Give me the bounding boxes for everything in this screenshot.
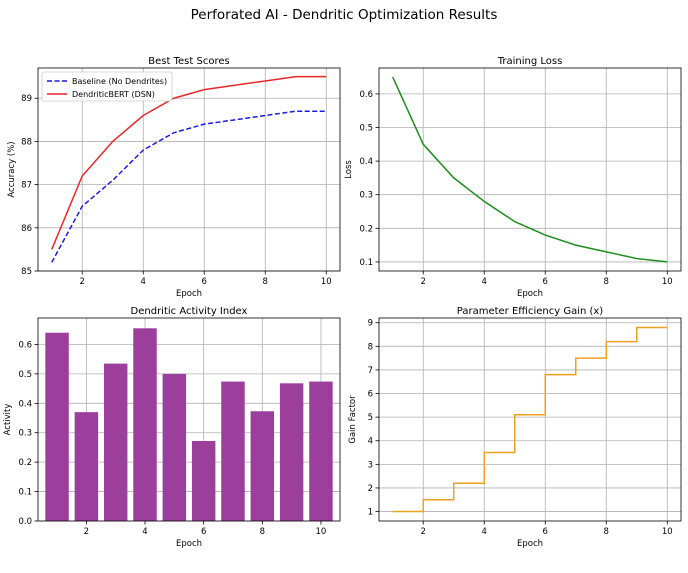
- loss-axes-frame: [378, 67, 682, 272]
- loss-ytick-label: 0.4: [359, 157, 373, 167]
- activity-bar: [103, 363, 128, 521]
- scores-series-line: [51, 75, 327, 250]
- loss-panel: 2 4 6 8 10 0.1 0.2 0.3 0.4 0.5 0.6 Training Loss Epo…: [344, 56, 682, 299]
- activity-bar: [250, 411, 275, 521]
- activity-bar: [133, 328, 157, 521]
- activity-ytick-label: 0.1: [18, 488, 32, 498]
- gain-xtick-label: 6: [543, 527, 548, 537]
- scores-legend-label: DendritiсBERT (DSN): [72, 90, 155, 99]
- gain-title: Parameter Efficiency Gain (x): [457, 306, 604, 317]
- activity-ytick-label: 0.0: [18, 517, 32, 527]
- activity-xtick-label: 6: [201, 527, 206, 537]
- activity-ytick-label: 0.5: [18, 370, 32, 380]
- loss-series-line: [392, 76, 668, 263]
- activity-xtick-label: 4: [142, 527, 147, 537]
- scores-legend-label: Baseline (No Dendrites): [72, 77, 167, 86]
- activity-bar: [309, 381, 333, 521]
- loss-xtick-label: 10: [662, 277, 673, 287]
- activity-ytick-label: 0.4: [18, 399, 32, 409]
- gain-xtick-label: 10: [662, 527, 673, 537]
- loss-xtick-label: 8: [604, 277, 609, 287]
- activity-bar: [162, 373, 187, 521]
- loss-ylabel: Loss: [344, 160, 354, 179]
- gain-ytick-label: 1: [368, 508, 373, 518]
- loss-ytick-label: 0.3: [359, 191, 373, 201]
- scores-title: Best Test Scores: [148, 56, 229, 67]
- scores-xlabel: Epoch: [176, 289, 202, 299]
- gain-series-line: [392, 326, 668, 513]
- loss-xlabel: Epoch: [517, 289, 543, 299]
- gain-ytick-label: 7: [368, 366, 373, 376]
- gain-xtick-label: 4: [482, 527, 487, 537]
- scores-xtick-label: 2: [80, 277, 85, 287]
- activity-bar: [74, 412, 99, 521]
- activity-bar: [279, 383, 304, 521]
- gain-ytick-label: 4: [368, 437, 373, 447]
- loss-ytick-label: 0.1: [359, 258, 373, 268]
- scores-ytick-label: 89: [21, 94, 32, 104]
- activity-xtick-label: 10: [316, 527, 327, 537]
- activity-ytick-label: 0.6: [18, 340, 32, 350]
- scores-xtick-label: 8: [263, 277, 268, 287]
- gain-xtick-label: 8: [604, 527, 609, 537]
- scores-ylabel: Accuracy (%): [7, 141, 17, 197]
- loss-xtick-label: 2: [421, 277, 426, 287]
- activity-ytick-label: 0.2: [18, 458, 32, 468]
- activity-bar: [191, 440, 216, 521]
- scores-xtick-label: 4: [141, 277, 146, 287]
- activity-ytick-label: 0.3: [18, 429, 32, 439]
- gain-ytick-label: 9: [368, 319, 373, 329]
- scores-legend-box: [41, 71, 173, 102]
- gain-xlabel: Epoch: [517, 539, 543, 549]
- activity-bar: [45, 332, 69, 521]
- scores-ytick-label: 85: [21, 267, 32, 277]
- loss-xtick-label: 4: [482, 277, 487, 287]
- gain-ylabel: Gain Factor: [348, 395, 358, 444]
- activity-bar: [221, 381, 245, 521]
- gain-ytick-label: 8: [368, 342, 373, 352]
- gain-ytick-label: 5: [368, 413, 373, 423]
- scores-ytick-label: 88: [21, 137, 32, 147]
- activity-title: Dendritic Activity Index: [131, 306, 248, 317]
- scores-panel: 2 4 6 8 10 85 86 87 88 89 Best Test Scores Epoch Acc…: [7, 56, 341, 299]
- loss-ytick-label: 0.5: [359, 123, 373, 133]
- scores-xtick-label: 6: [202, 277, 207, 287]
- activity-axes-frame: [37, 317, 341, 522]
- loss-title: Training Loss: [497, 56, 563, 67]
- gain-ytick-label: 3: [368, 460, 373, 470]
- gain-ytick-label: 2: [368, 484, 373, 494]
- activity-ylabel: Activity: [3, 404, 13, 436]
- activity-panel: 2 4 6 8 10 0.0 0.1 0.2 0.3 0.4 0.5 0.6 Dendritic Act…: [3, 306, 341, 549]
- activity-xtick-label: 8: [260, 527, 265, 537]
- loss-ytick-label: 0.6: [359, 90, 373, 100]
- activity-xlabel: Epoch: [176, 539, 202, 549]
- figure-title: Perforated AI - Dendritic Optimization R…: [190, 7, 498, 23]
- activity-xtick-label: 2: [84, 527, 89, 537]
- scores-xtick-label: 10: [321, 277, 332, 287]
- gain-axes-frame: [378, 317, 682, 522]
- loss-xtick-label: 6: [543, 277, 548, 287]
- scores-axes-frame: [37, 67, 341, 272]
- loss-ytick-label: 0.2: [359, 224, 373, 234]
- scores-ytick-label: 86: [21, 224, 32, 234]
- gain-xtick-label: 2: [421, 527, 426, 537]
- scores-ytick-label: 87: [21, 181, 32, 191]
- gain-ytick-label: 6: [368, 390, 373, 400]
- scores-series-line: [51, 110, 327, 263]
